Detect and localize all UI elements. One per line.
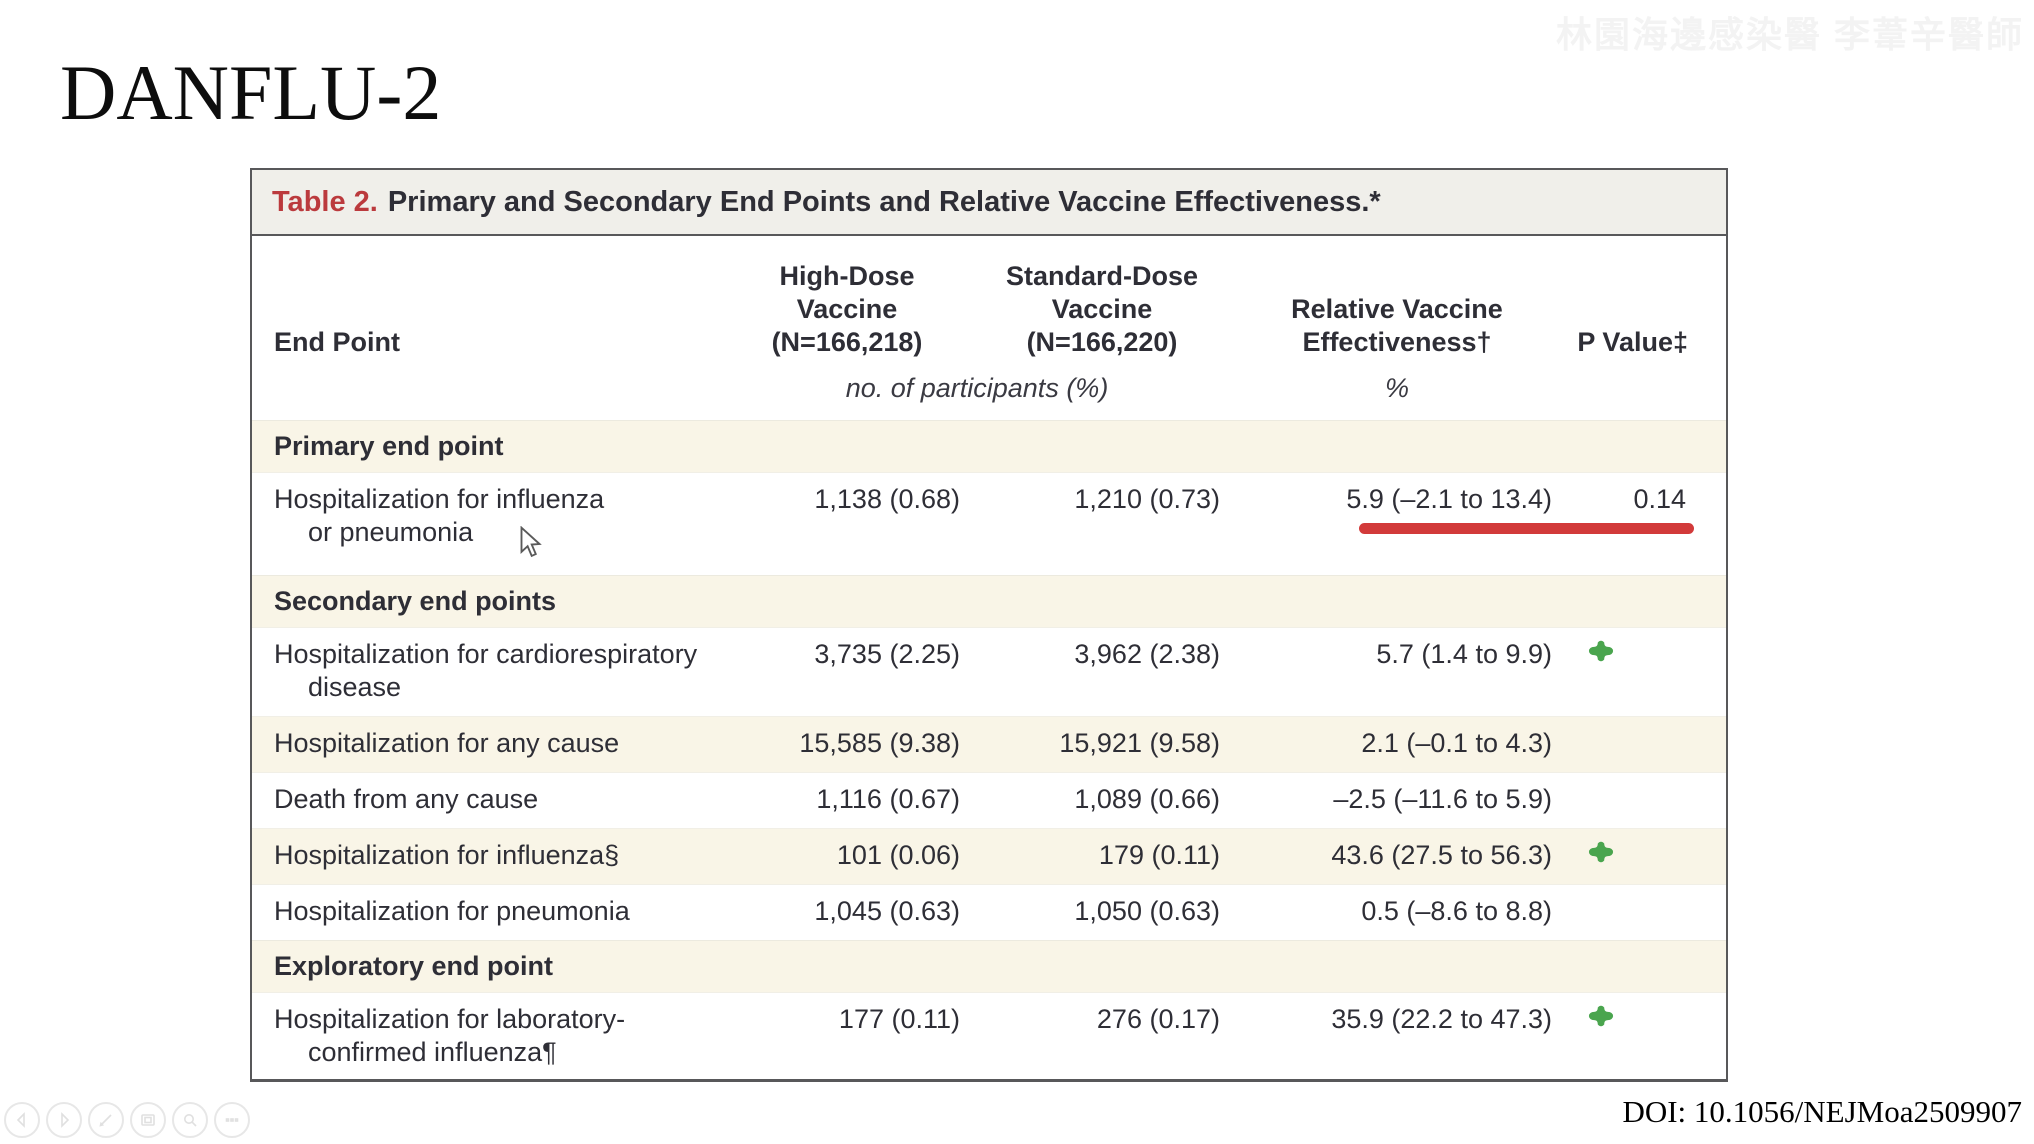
endpoint-cell: Hospitalization for laboratory- confirme… — [252, 1003, 722, 1069]
col-header-line: Vaccine — [796, 294, 898, 324]
ellipsis-icon — [225, 1118, 239, 1122]
benefit-plus-icon — [1588, 1005, 1614, 1027]
standard-dose-cell: 1,089 (0.66) — [1074, 784, 1220, 814]
rve-cell: 43.6 (27.5 to 56.3) — [1331, 840, 1552, 870]
endpoint-line: confirmed influenza¶ — [308, 1037, 557, 1067]
endpoint-line: Hospitalization for cardiorespiratory — [274, 639, 698, 669]
high-dose-cell: 1,138 (0.68) — [814, 484, 960, 514]
rve-cell: 0.5 (–8.6 to 8.8) — [1361, 896, 1552, 926]
high-dose-cell: 177 (0.11) — [838, 1004, 960, 1034]
table-row: Hospitalization for influenza or pneumon… — [252, 472, 1726, 575]
standard-dose-cell: 3,962 (2.38) — [1074, 639, 1220, 669]
endpoint-cell: Hospitalization for influenza§ — [252, 839, 722, 872]
standard-dose-cell: 15,921 (9.58) — [1059, 728, 1220, 758]
units-participants: no. of participants (%) — [845, 373, 1109, 403]
endpoint-line: Hospitalization for influenza§ — [274, 840, 620, 870]
slide-title: DANFLU-2 — [60, 49, 442, 136]
standard-dose-cell: 276 (0.17) — [1096, 1004, 1220, 1034]
slides-grid-icon — [141, 1114, 155, 1126]
rve-cell: –2.5 (–11.6 to 5.9) — [1333, 784, 1552, 814]
high-dose-cell: 101 (0.06) — [836, 840, 960, 870]
endpoint-cell: Hospitalization for pneumonia — [252, 895, 722, 928]
doi-reference: DOI: 10.1056/NEJMoa2509907 — [1622, 1094, 2022, 1129]
high-dose-cell: 1,116 (0.67) — [816, 784, 960, 814]
section-row-exploratory: Exploratory end point — [252, 940, 1726, 992]
col-header-high-dose: High-Dose Vaccine (N=166,218) — [722, 260, 972, 359]
endpoint-line: Hospitalization for influenza — [274, 484, 605, 514]
col-header-p-value: P Value‡ — [1577, 327, 1688, 357]
endpoint-cell: Hospitalization for influenza or pneumon… — [252, 483, 722, 549]
standard-dose-cell: 1,050 (0.63) — [1074, 896, 1220, 926]
col-header-line: (N=166,220) — [1026, 327, 1178, 357]
table-row: Hospitalization for any cause 15,585 (9.… — [252, 716, 1726, 772]
table-title-text: Primary and Secondary End Points and Rel… — [387, 185, 1381, 218]
col-header-standard-dose: Standard-Dose Vaccine (N=166,220) — [972, 260, 1232, 359]
table-row: Death from any cause 1,116 (0.67) 1,089 … — [252, 772, 1726, 828]
table-row: Hospitalization for influenza§ 101 (0.06… — [252, 828, 1726, 884]
table-number-label: Table 2. — [272, 185, 378, 218]
table-header-row: End Point High-Dose Vaccine (N=166,218) … — [252, 236, 1726, 359]
col-header-line: High-Dose — [779, 261, 915, 291]
col-header-line: Effectiveness† — [1302, 327, 1492, 357]
section-row-secondary: Secondary end points — [252, 575, 1726, 627]
table-row: Hospitalization for laboratory- confirme… — [252, 992, 1726, 1081]
units-percent: % — [1384, 373, 1409, 403]
table-row: Hospitalization for pneumonia 1,045 (0.6… — [252, 884, 1726, 940]
more-options-button[interactable] — [214, 1102, 250, 1138]
endpoint-line: Hospitalization for pneumonia — [274, 896, 630, 926]
col-header-line: Standard-Dose — [1005, 261, 1199, 291]
endpoint-cell: Death from any cause — [252, 783, 722, 816]
see-all-slides-button[interactable] — [130, 1102, 166, 1138]
high-dose-cell: 1,045 (0.63) — [814, 896, 960, 926]
mouse-cursor — [516, 525, 544, 565]
endpoint-cell: Hospitalization for any cause — [252, 727, 722, 760]
rve-cell: 5.9 (–2.1 to 13.4) — [1346, 484, 1552, 514]
col-header-line: (N=166,218) — [771, 327, 923, 357]
arrow-left-icon — [16, 1112, 25, 1128]
benefit-plus-icon — [1588, 841, 1614, 863]
col-header-line: Relative Vaccine — [1291, 294, 1503, 324]
p-value-cell: 0.14 — [1633, 484, 1686, 514]
magnifier-icon — [184, 1114, 197, 1127]
standard-dose-cell: 1,210 (0.73) — [1074, 484, 1220, 514]
rve-cell: 35.9 (22.2 to 47.3) — [1331, 1004, 1552, 1034]
endpoint-line: Hospitalization for any cause — [274, 728, 620, 758]
zoom-slide-button[interactable] — [172, 1102, 208, 1138]
section-row-primary: Primary end point — [252, 420, 1726, 472]
col-header-rve: Relative Vaccine Effectiveness† — [1232, 293, 1562, 359]
endpoint-line: disease — [308, 672, 402, 702]
endpoint-line: or pneumonia — [308, 517, 474, 547]
table-units-row: no. of participants (%) % — [252, 359, 1726, 420]
nejm-table-2: Table 2. Primary and Secondary End Point… — [250, 168, 1728, 1082]
red-highlight-underline — [1359, 523, 1694, 534]
watermark-text: 林園海邊感染醫 李葦辛醫師 — [1555, 14, 2024, 55]
high-dose-cell: 3,735 (2.25) — [814, 639, 960, 669]
rve-cell: 5.7 (1.4 to 9.9) — [1376, 639, 1552, 669]
endpoint-line: Hospitalization for laboratory- — [274, 1004, 626, 1034]
next-slide-button[interactable] — [46, 1102, 82, 1138]
high-dose-cell: 15,585 (9.38) — [799, 728, 960, 758]
arrow-right-icon — [61, 1112, 70, 1128]
endpoint-cell: Hospitalization for cardiorespiratory di… — [252, 638, 722, 704]
pen-icon — [99, 1114, 112, 1127]
table-row: Hospitalization for cardiorespiratory di… — [252, 627, 1726, 716]
table-title: Table 2. Primary and Secondary End Point… — [252, 170, 1726, 236]
previous-slide-button[interactable] — [4, 1102, 40, 1138]
col-header-endpoint: End Point — [274, 327, 400, 357]
presenter-toolbar — [4, 1102, 250, 1138]
benefit-plus-icon — [1588, 640, 1614, 662]
endpoint-line: Death from any cause — [274, 784, 539, 814]
col-header-line: Vaccine — [1051, 294, 1153, 324]
standard-dose-cell: 179 (0.11) — [1098, 840, 1220, 870]
pen-tool-button[interactable] — [88, 1102, 124, 1138]
rve-cell: 2.1 (–0.1 to 4.3) — [1361, 728, 1552, 758]
